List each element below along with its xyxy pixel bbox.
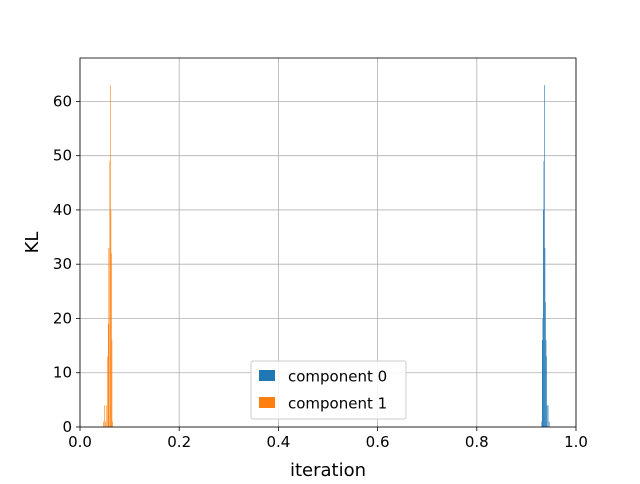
histogram-bar-component-0 <box>545 302 546 427</box>
histogram-bar-component-0 <box>544 247 546 427</box>
histogram-bar-component-0 <box>543 161 545 427</box>
legend-box <box>250 360 407 420</box>
histogram-bar-component-1 <box>111 253 112 427</box>
x-tick-label: 0.4 <box>266 433 290 451</box>
y-tick-label: 30 <box>53 255 72 273</box>
plot-frame <box>79 57 577 428</box>
histogram-bar-component-1 <box>108 323 109 427</box>
histogram-bar-component-0 <box>541 421 543 427</box>
legend-label-component-1: component 1 <box>288 395 387 413</box>
histogram-bar-component-1 <box>110 85 111 427</box>
x-tick-label: 0.0 <box>68 433 92 451</box>
legend-swatch-component-0 <box>259 370 275 381</box>
y-axis-label: KL <box>22 232 43 254</box>
legend-swatch-component-1 <box>259 397 275 408</box>
histogram-bar-component-0 <box>546 356 547 427</box>
histogram-bar-component-1 <box>104 405 105 427</box>
histogram-bar-component-0 <box>542 318 544 427</box>
histogram-bar-component-0 <box>545 340 547 427</box>
bars-layer <box>103 85 550 427</box>
legend-label-component-0: component 0 <box>288 368 387 386</box>
histogram-bar-component-1 <box>106 356 108 427</box>
histogram-bar-component-0 <box>546 405 548 427</box>
histogram-bar-component-0 <box>543 209 544 427</box>
histogram-bar-component-1 <box>111 340 113 427</box>
y-tick-label: 20 <box>53 309 72 327</box>
x-tick-label: 0.2 <box>167 433 191 451</box>
histogram-bar-component-1 <box>105 421 106 427</box>
legend: component 0 component 1 <box>250 360 407 420</box>
x-axis-label: iteration <box>290 460 366 480</box>
x-tick-label: 0.8 <box>465 433 489 451</box>
histogram-bar-component-0 <box>544 85 545 427</box>
x-tick-label: 1.0 <box>564 433 588 451</box>
histogram-bar-component-1 <box>105 405 107 427</box>
y-tick-label: 0 <box>62 418 72 436</box>
histogram-bar-component-0 <box>542 340 543 427</box>
y-tick-label: 40 <box>53 201 72 219</box>
histogram-bar-component-0 <box>548 421 550 427</box>
histogram-bar-component-1 <box>108 247 110 427</box>
histogram-bar-component-1 <box>112 421 113 427</box>
ticks-layer: 0.0 0.2 0.4 0.6 0.8 1.0 0 10 20 30 40 50 60 <box>53 92 588 451</box>
histogram-bar-component-1 <box>103 421 104 427</box>
histogram-bar-component-1 <box>109 161 111 427</box>
y-tick-label: 50 <box>53 147 72 165</box>
histogram-bar-component-0 <box>547 405 549 427</box>
y-tick-label: 10 <box>53 364 72 382</box>
histogram-bar-component-1 <box>110 209 112 427</box>
y-tick-label: 60 <box>53 92 72 110</box>
x-tick-label: 0.6 <box>366 433 390 451</box>
